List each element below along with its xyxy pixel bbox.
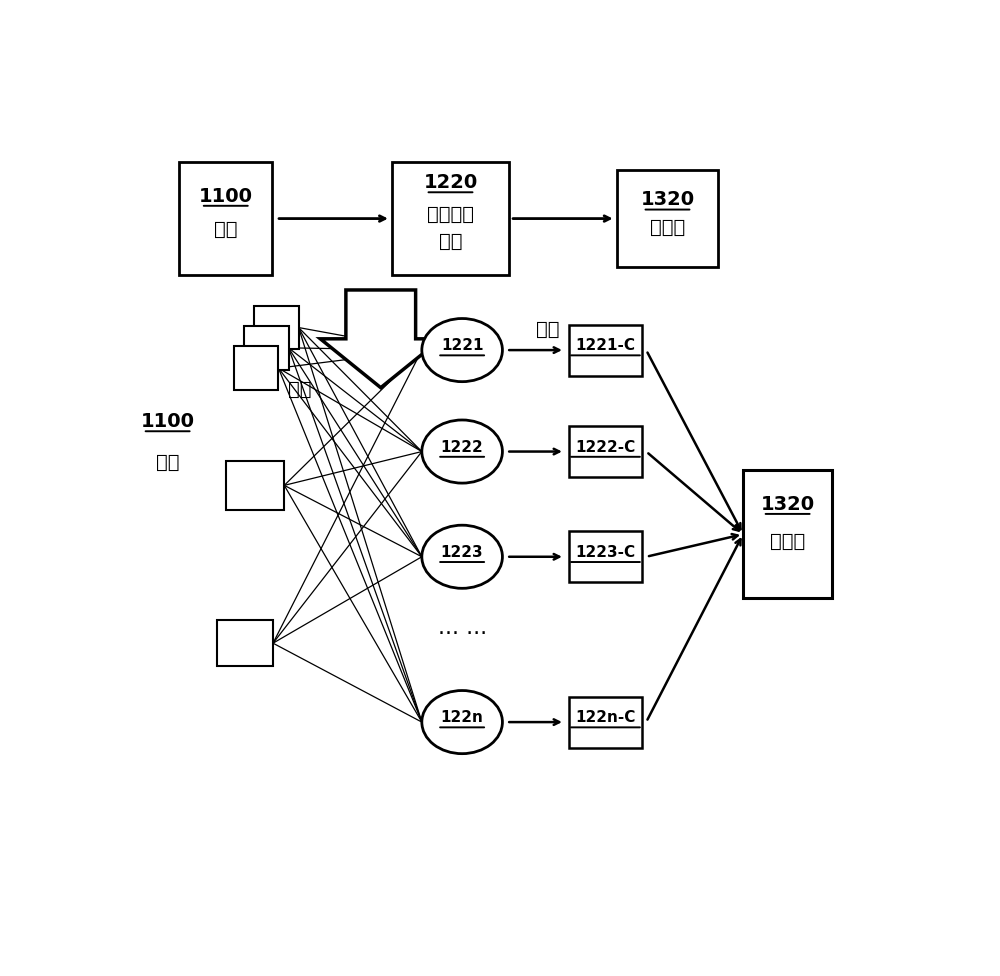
Text: 1100: 1100 [199, 186, 253, 206]
Bar [569, 325, 642, 376]
Text: 特征提取: 特征提取 [427, 205, 474, 224]
Bar [226, 461, 284, 509]
Text: 通道: 通道 [439, 231, 462, 251]
Text: 1221: 1221 [441, 338, 483, 353]
Text: 特征图: 特征图 [650, 218, 685, 237]
Text: 特征图: 特征图 [770, 532, 805, 551]
Bar [569, 426, 642, 477]
Text: 1320: 1320 [761, 495, 815, 513]
Bar [569, 531, 642, 583]
Text: 122n-C: 122n-C [575, 711, 636, 725]
Bar [392, 162, 509, 275]
Text: 图像: 图像 [156, 453, 179, 472]
Ellipse shape [422, 318, 502, 382]
Text: 1100: 1100 [141, 412, 195, 431]
Bar [179, 162, 272, 275]
Text: 1223-C: 1223-C [575, 545, 636, 560]
Ellipse shape [422, 691, 502, 753]
Text: 1220: 1220 [423, 173, 478, 192]
Text: 1222-C: 1222-C [575, 439, 636, 455]
Bar [217, 620, 273, 667]
Text: ... ...: ... ... [438, 618, 487, 638]
Text: 1222: 1222 [441, 439, 484, 455]
Polygon shape [320, 290, 441, 387]
Text: 122n: 122n [441, 711, 484, 725]
Text: 1320: 1320 [640, 190, 695, 209]
Bar [569, 697, 642, 748]
Bar [743, 470, 832, 598]
Text: 激活: 激活 [536, 319, 559, 339]
Text: 1223: 1223 [441, 545, 483, 560]
Bar [617, 170, 718, 267]
Bar [254, 305, 299, 349]
Ellipse shape [422, 420, 502, 483]
Bar [244, 326, 289, 370]
Ellipse shape [422, 525, 502, 589]
Text: 1221-C: 1221-C [576, 338, 636, 353]
Text: 图像: 图像 [214, 221, 238, 239]
Text: 卷积: 卷积 [288, 380, 311, 398]
Bar [234, 346, 278, 390]
